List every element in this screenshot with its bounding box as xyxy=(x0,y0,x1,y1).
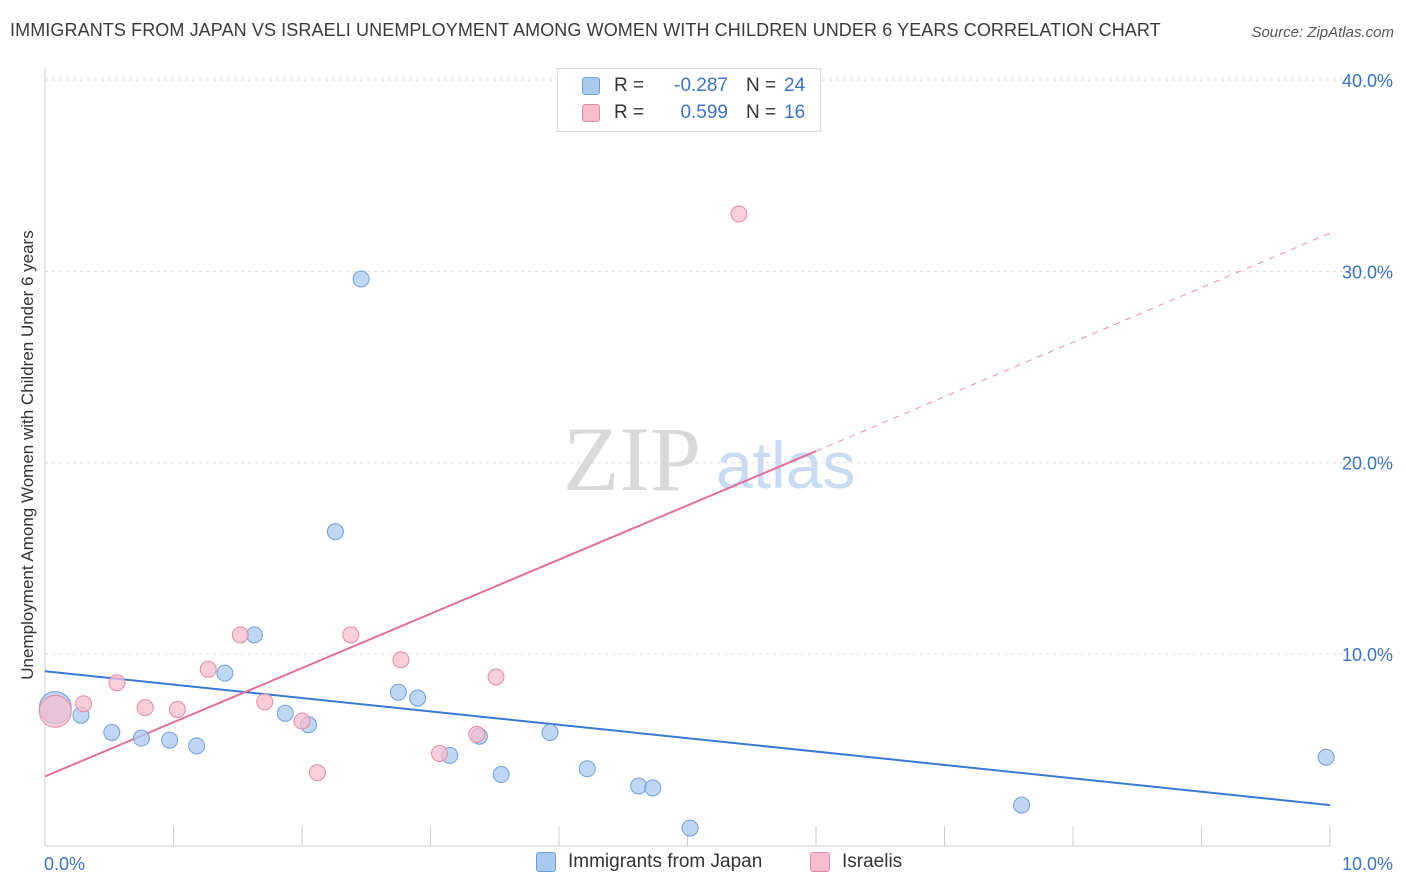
source-credit: Source: ZipAtlas.com xyxy=(1251,24,1394,41)
legend-label-israelis: Israelis xyxy=(842,851,903,872)
legend-r-value-israelis: 0.599 xyxy=(680,102,728,123)
grid-lines xyxy=(45,77,1392,655)
legend-r-value-japan: -0.287 xyxy=(674,75,728,96)
trendline-israelis xyxy=(44,450,817,778)
point-israelis-8 xyxy=(293,712,311,730)
point-israelis-4 xyxy=(168,700,186,718)
legend-r-label: R = xyxy=(614,102,645,123)
point-israelis-12 xyxy=(430,744,448,762)
point-japan-19 xyxy=(630,777,648,795)
correlation-legend: R = -0.287 N = 24 R = 0.599 N = 16 xyxy=(557,68,821,132)
point-japan-18 xyxy=(578,760,596,778)
series-legend: Immigrants from Japan Israelis xyxy=(0,851,1406,877)
point-japan-8 xyxy=(276,704,294,722)
legend-item-japan[interactable]: Immigrants from Japan xyxy=(536,851,762,873)
point-israelis-7 xyxy=(256,693,274,711)
y-tick-label-10: 10.0% xyxy=(1342,645,1393,665)
trendline-japan xyxy=(44,670,1331,807)
trendlines xyxy=(44,232,1331,807)
data-points xyxy=(38,205,1335,837)
point-israelis-15 xyxy=(730,205,748,223)
watermark: ZIP atlas xyxy=(563,408,855,510)
point-japan-2 xyxy=(103,723,121,741)
point-japan-20 xyxy=(644,779,662,797)
point-japan-17 xyxy=(541,723,559,741)
point-israelis-9 xyxy=(308,764,326,782)
legend-n-label: N = xyxy=(746,75,777,96)
x-tick-label-max: 10.0% xyxy=(1342,854,1393,874)
point-japan-16 xyxy=(492,766,510,784)
legend-n-value-israelis: 16 xyxy=(784,102,806,123)
legend-n-label: N = xyxy=(746,102,777,123)
legend-label-japan: Immigrants from Japan xyxy=(568,851,763,872)
point-japan-23 xyxy=(1317,748,1335,766)
point-japan-21 xyxy=(681,819,699,837)
point-japan-3 xyxy=(132,729,150,747)
legend-swatch-japan xyxy=(582,77,600,95)
legend-row-israelis: R = 0.599 N = 16 xyxy=(582,101,805,125)
y-tick-label-30: 30.0% xyxy=(1342,262,1393,282)
point-japan-5 xyxy=(188,737,206,755)
legend-r-label: R = xyxy=(614,75,645,96)
chart-title: IMMIGRANTS FROM JAPAN VS ISRAELI UNEMPLO… xyxy=(10,20,1161,40)
y-tick-label-20: 20.0% xyxy=(1342,454,1393,474)
point-japan-4 xyxy=(161,731,179,749)
point-israelis-5 xyxy=(199,660,217,678)
point-japan-11 xyxy=(352,270,370,288)
point-israelis-11 xyxy=(392,651,410,669)
point-israelis-10 xyxy=(342,626,360,644)
point-israelis-3 xyxy=(136,699,154,717)
legend-square-israelis xyxy=(810,852,830,872)
point-japan-13 xyxy=(409,689,427,707)
point-israelis-2 xyxy=(108,674,126,692)
legend-item-israelis[interactable]: Israelis xyxy=(810,851,902,873)
point-israelis-14 xyxy=(487,668,505,686)
legend-square-japan xyxy=(536,852,556,872)
trendline-israelis-extension xyxy=(815,232,1331,452)
watermark-zip: ZIP xyxy=(563,408,701,510)
x-tick-label-min: 0.0% xyxy=(44,854,85,874)
point-japan-12 xyxy=(389,683,407,701)
x-tick-labels: 0.0% 10.0% xyxy=(44,854,1393,874)
point-israelis-0 xyxy=(38,694,72,728)
y-tick-label-40: 40.0% xyxy=(1342,71,1393,91)
legend-n-value-japan: 24 xyxy=(784,75,806,96)
y-tick-labels: 10.0% 20.0% 30.0% 40.0% xyxy=(1342,71,1393,665)
point-israelis-13 xyxy=(468,725,486,743)
point-japan-7 xyxy=(245,626,263,644)
point-japan-22 xyxy=(1013,796,1031,814)
point-israelis-1 xyxy=(75,695,93,713)
point-israelis-6 xyxy=(231,626,249,644)
y-axis-label: Unemployment Among Women with Children U… xyxy=(18,230,37,680)
legend-row-japan: R = -0.287 N = 24 xyxy=(582,74,805,98)
point-japan-10 xyxy=(326,523,344,541)
point-japan-6 xyxy=(216,664,234,682)
legend-swatch-israelis xyxy=(582,104,600,122)
